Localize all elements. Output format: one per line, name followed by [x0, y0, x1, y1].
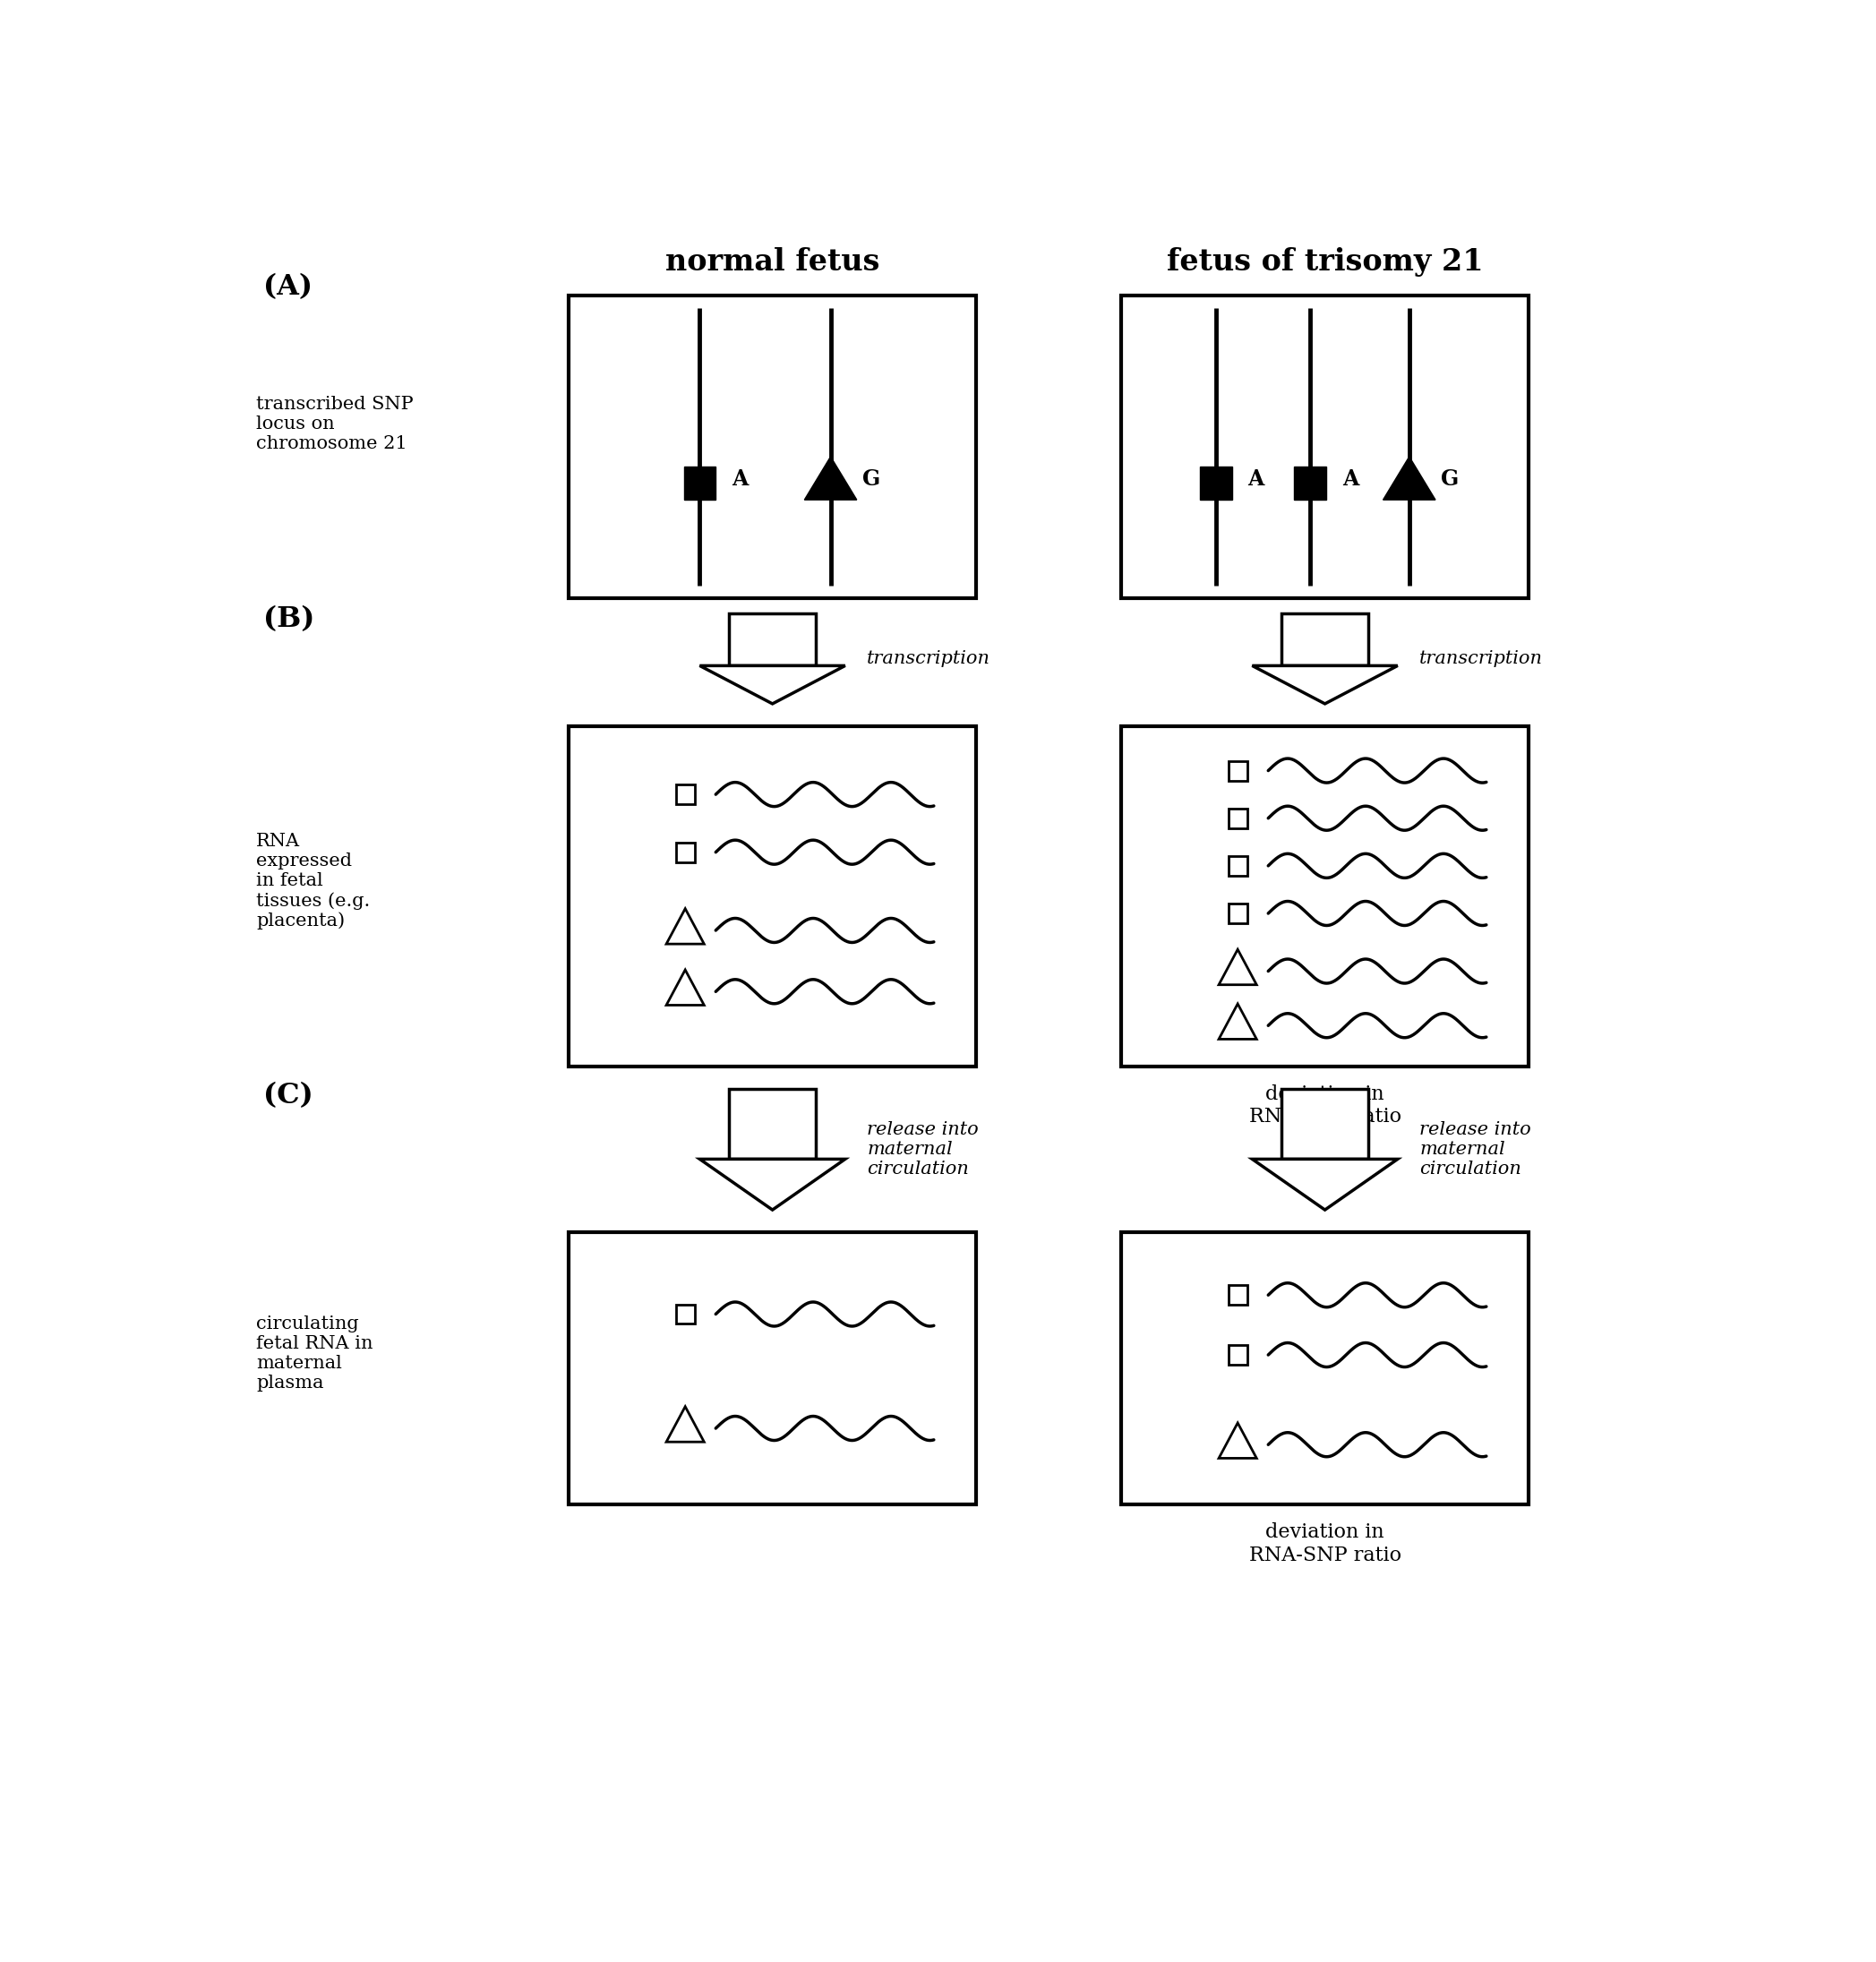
Text: G: G: [863, 467, 880, 489]
Text: (B): (B): [263, 606, 315, 634]
Bar: [568, 1232, 976, 1505]
Polygon shape: [1219, 1422, 1257, 1458]
Text: RNA
expressed
in fetal
tissues (e.g.
placenta): RNA expressed in fetal tissues (e.g. pla…: [257, 832, 370, 930]
Bar: [568, 726, 976, 1067]
Polygon shape: [1219, 1005, 1257, 1040]
Bar: [1229, 808, 1248, 828]
Polygon shape: [666, 1407, 704, 1442]
Polygon shape: [805, 457, 857, 500]
Bar: [675, 1305, 694, 1324]
Text: transcription: transcription: [1420, 649, 1542, 667]
Polygon shape: [1253, 1160, 1398, 1211]
Bar: [1122, 296, 1529, 598]
Bar: [1122, 1232, 1529, 1505]
Text: deviation in
RNA-SNP ratio: deviation in RNA-SNP ratio: [1249, 1085, 1401, 1126]
Text: A: A: [1343, 467, 1358, 489]
Text: fetus of trisomy 21: fetus of trisomy 21: [1167, 247, 1484, 277]
Text: deviation in
RNA-SNP ratio: deviation in RNA-SNP ratio: [1249, 1523, 1401, 1566]
Text: normal fetus: normal fetus: [666, 247, 880, 277]
Polygon shape: [666, 908, 704, 944]
Text: release into
maternal
circulation: release into maternal circulation: [867, 1120, 979, 1177]
Polygon shape: [1253, 665, 1398, 704]
Bar: [1229, 761, 1248, 781]
Text: A: A: [732, 467, 749, 489]
Polygon shape: [700, 1160, 846, 1211]
Bar: [1281, 612, 1369, 665]
Bar: [1229, 1346, 1248, 1366]
Text: (A): (A): [263, 273, 313, 300]
Bar: [1281, 1089, 1369, 1160]
Bar: [675, 842, 694, 861]
Text: A: A: [1248, 467, 1264, 489]
Text: release into
maternal
circulation: release into maternal circulation: [1420, 1120, 1531, 1177]
Bar: [1229, 904, 1248, 924]
Polygon shape: [700, 665, 846, 704]
Polygon shape: [1219, 950, 1257, 985]
Bar: [730, 612, 816, 665]
Text: (C): (C): [263, 1081, 313, 1109]
Text: circulating
fetal RNA in
maternal
plasma: circulating fetal RNA in maternal plasma: [257, 1315, 373, 1391]
Polygon shape: [666, 969, 704, 1005]
Bar: [1201, 467, 1233, 500]
Text: G: G: [1441, 467, 1460, 489]
Bar: [683, 467, 717, 500]
Text: transcription: transcription: [867, 649, 991, 667]
Text: transcribed SNP
locus on
chromosome 21: transcribed SNP locus on chromosome 21: [257, 396, 413, 453]
Bar: [1122, 726, 1529, 1067]
Bar: [1229, 855, 1248, 875]
Polygon shape: [1383, 457, 1435, 500]
Bar: [1229, 1285, 1248, 1305]
Bar: [730, 1089, 816, 1160]
Bar: [568, 296, 976, 598]
Bar: [675, 785, 694, 804]
Bar: [1294, 467, 1326, 500]
